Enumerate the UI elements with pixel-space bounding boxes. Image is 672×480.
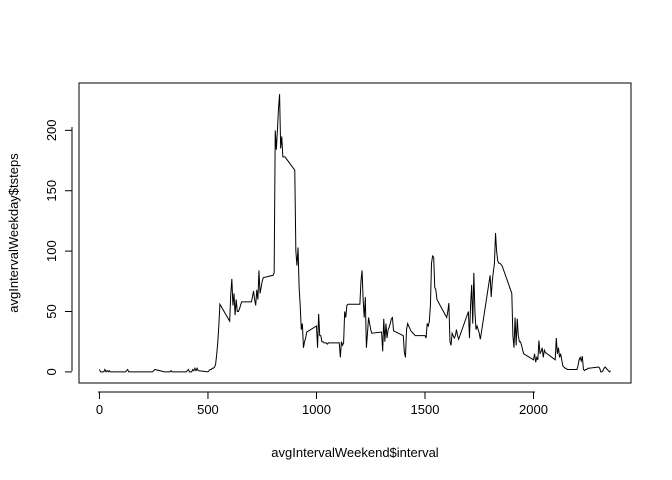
x-tick-label: 1000 xyxy=(302,402,331,417)
data-line xyxy=(98,94,611,373)
y-tick-label: 0 xyxy=(44,368,59,375)
y-tick-label: 50 xyxy=(44,304,59,318)
x-tick-label: 1500 xyxy=(411,402,440,417)
y-axis-title: avgIntervalWeekday$tsteps xyxy=(6,153,21,313)
x-tick-label: 0 xyxy=(96,402,103,417)
x-tick-label: 500 xyxy=(197,402,219,417)
plot-box xyxy=(78,82,632,384)
y-tick-label: 150 xyxy=(44,180,59,202)
y-tick-label: 200 xyxy=(44,119,59,141)
y-tick-label: 100 xyxy=(44,240,59,262)
x-tick-label: 2000 xyxy=(519,402,548,417)
x-axis-title: avgIntervalWeekend$interval xyxy=(271,445,439,460)
